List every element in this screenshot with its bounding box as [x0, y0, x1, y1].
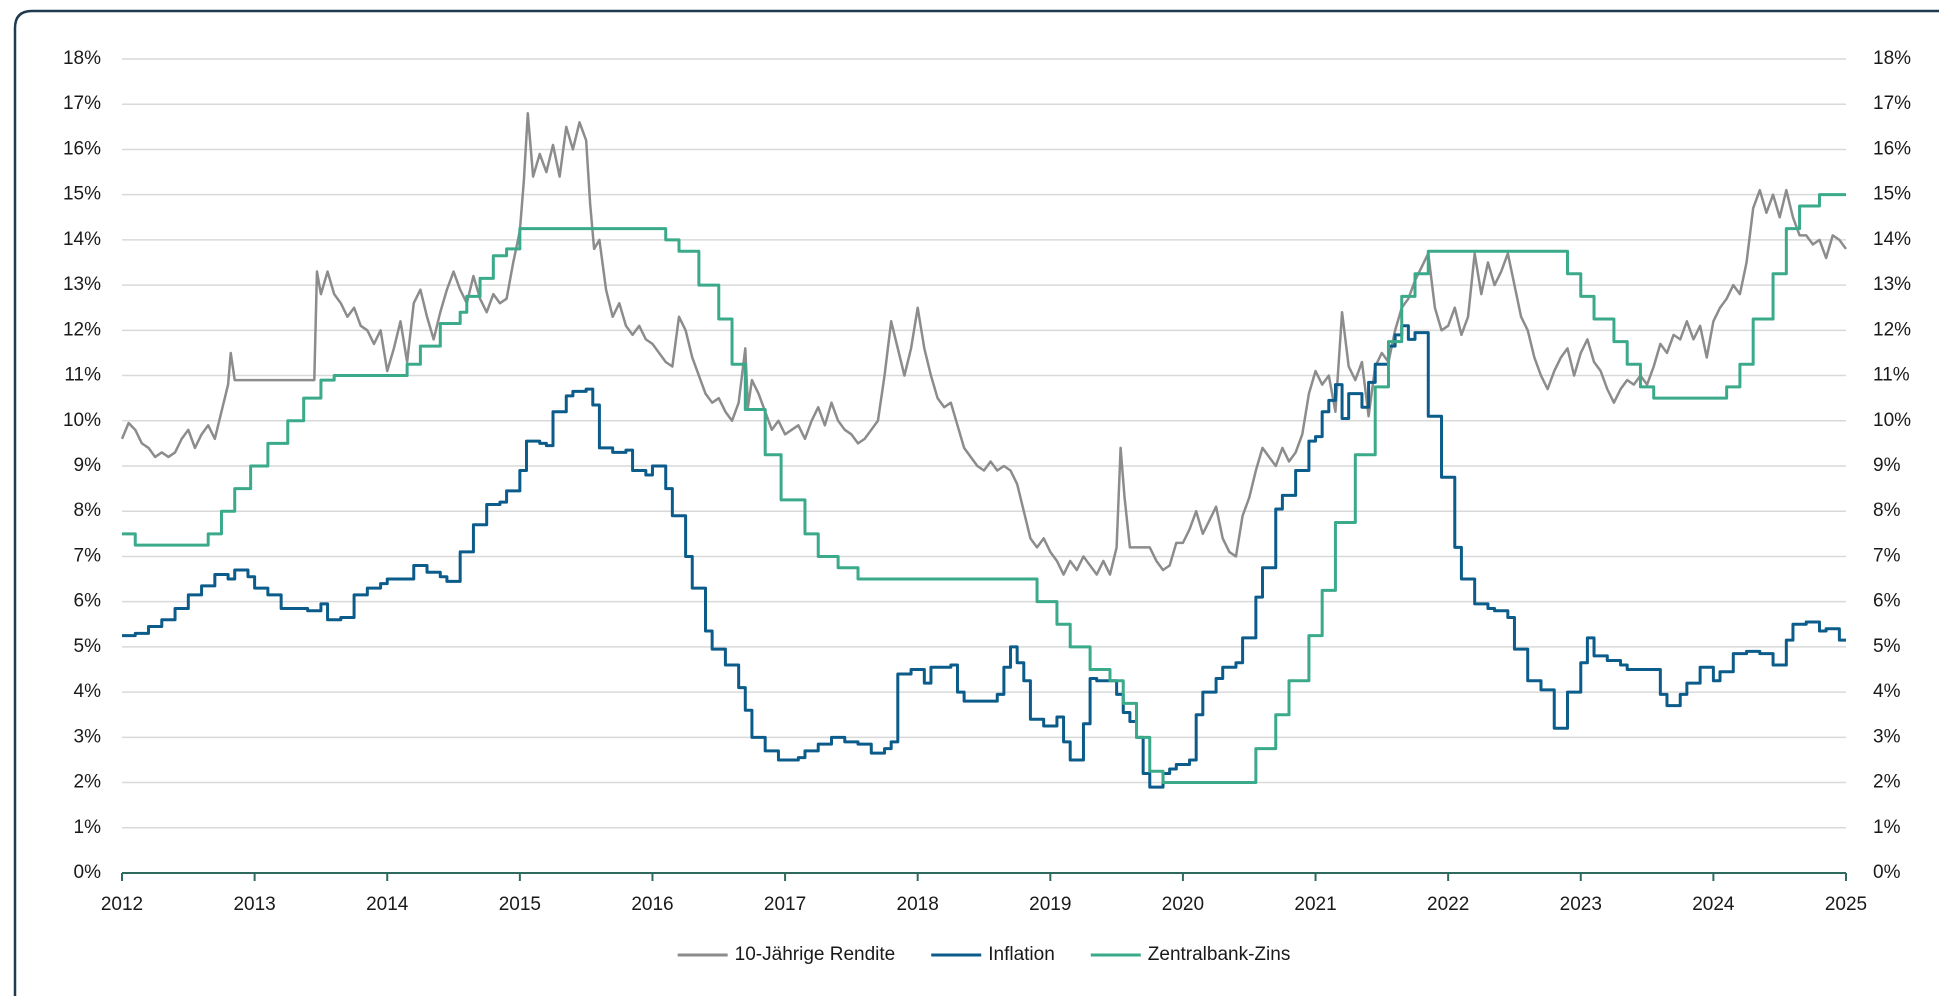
x-tick-label: 2020	[1162, 894, 1204, 915]
x-tick-label: 2016	[631, 894, 673, 915]
y-tick-label: 9%	[74, 455, 102, 476]
legend-label: Inflation	[988, 944, 1055, 965]
y2-tick-label: 12%	[1873, 319, 1911, 340]
y2-tick-label: 5%	[1873, 636, 1901, 657]
y-tick-label: 7%	[74, 545, 102, 566]
x-tick-label: 2019	[1029, 894, 1071, 915]
y2-tick-label: 15%	[1873, 184, 1911, 205]
y-tick-label: 15%	[63, 184, 101, 205]
y2-tick-label: 10%	[1873, 410, 1911, 431]
series-line	[120, 112, 1848, 576]
x-tick-label: 2024	[1692, 894, 1735, 915]
x-tick-label: 2018	[897, 894, 939, 915]
y-tick-label: 11%	[64, 365, 101, 386]
y-tick-label: 5%	[74, 636, 102, 657]
y2-tick-label: 16%	[1873, 138, 1911, 159]
y-tick-label: 18%	[63, 48, 101, 69]
y2-tick-label: 0%	[1873, 862, 1901, 883]
y2-tick-label: 1%	[1873, 817, 1901, 838]
series-line	[122, 324, 1846, 789]
y-tick-label: 2%	[74, 772, 102, 793]
y2-tick-label: 2%	[1873, 772, 1901, 793]
y2-tick-label: 6%	[1873, 591, 1901, 612]
y-tick-label: 1%	[74, 817, 102, 838]
y-tick-label: 10%	[63, 410, 101, 431]
y-tick-label: 14%	[63, 229, 101, 250]
y-tick-label: 3%	[74, 726, 102, 747]
y2-tick-label: 4%	[1873, 681, 1901, 702]
y-tick-label: 13%	[63, 274, 101, 295]
x-tick-label: 2012	[101, 894, 143, 915]
y2-tick-label: 3%	[1873, 726, 1901, 747]
y2-tick-label: 13%	[1873, 274, 1911, 295]
x-tick-label: 2021	[1294, 894, 1336, 915]
x-tick-label: 2022	[1427, 894, 1469, 915]
y2-tick-label: 7%	[1873, 545, 1901, 566]
frame	[13, 9, 1939, 996]
x-tick-label: 2013	[233, 894, 275, 915]
series-line	[122, 193, 1846, 785]
y2-tick-label: 17%	[1873, 93, 1911, 114]
y2-tick-label: 18%	[1873, 48, 1911, 69]
y-tick-label: 8%	[74, 500, 102, 521]
y-tick-label: 6%	[74, 591, 102, 612]
x-tick-label: 2023	[1560, 894, 1602, 915]
x-tick-label: 2015	[499, 894, 541, 915]
legend-label: 10-Jährige Rendite	[735, 944, 896, 965]
y2-tick-label: 8%	[1873, 500, 1901, 521]
y-tick-label: 16%	[63, 138, 101, 159]
y2-tick-label: 14%	[1873, 229, 1911, 250]
y-tick-label: 0%	[74, 862, 102, 883]
legend-label: Zentralbank-Zins	[1148, 944, 1291, 965]
x-tick-label: 2014	[366, 894, 409, 915]
y-tick-label: 12%	[63, 319, 101, 340]
x-tick-label: 2025	[1825, 894, 1867, 915]
y2-tick-label: 9%	[1873, 455, 1901, 476]
y-tick-label: 4%	[74, 681, 102, 702]
x-tick-label: 2017	[764, 894, 806, 915]
y2-tick-label: 11%	[1873, 365, 1910, 386]
y-tick-label: 17%	[63, 93, 101, 114]
